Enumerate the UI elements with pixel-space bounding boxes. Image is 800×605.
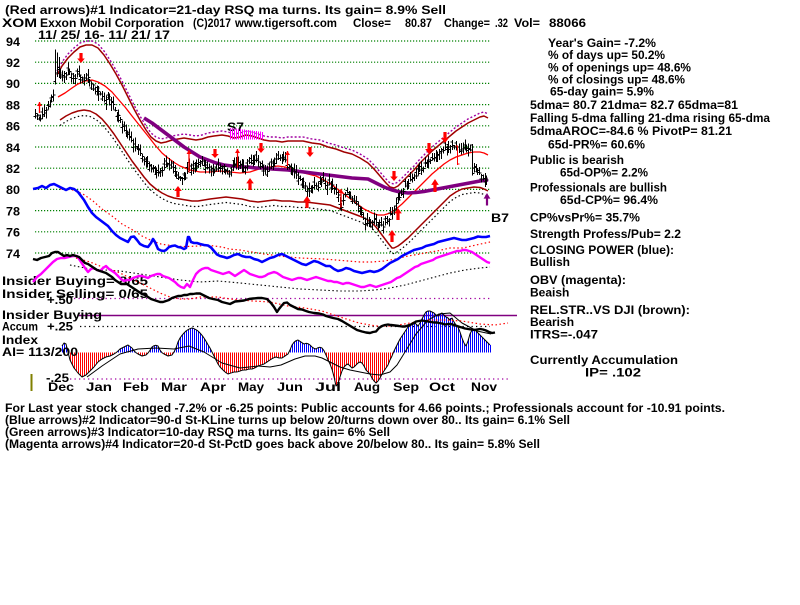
svg-text:Falling 5-dma falling 21-dma r: Falling 5-dma falling 21-dma rising 65-d… [530,111,770,125]
svg-text:Bearish: Bearish [530,315,574,329]
svg-text:OBV (magenta):: OBV (magenta): [530,273,626,287]
svg-text:90: 90 [6,77,20,91]
svg-text:+.25: +.25 [47,320,73,334]
svg-text:(C)2017: (C)2017 [193,16,231,30]
svg-text:94: 94 [6,35,20,49]
svg-text:Jun: Jun [277,380,303,394]
svg-text:5dma= 80.7 21dma= 82.7 65dma=8: 5dma= 80.7 21dma= 82.7 65dma=81 [530,98,738,112]
svg-text:% of openings up= 48.6%: % of openings up= 48.6% [548,61,691,75]
svg-text:(Red arrows)#1 Indicator=21-da: (Red arrows)#1 Indicator=21-day RSQ ma t… [5,3,446,17]
svg-text:% of days up= 50.2%: % of days up= 50.2% [548,48,665,62]
svg-text:Close=: Close= [353,16,391,30]
svg-text:Bullish: Bullish [530,255,570,269]
svg-text:% of closings up= 48.6%: % of closings up= 48.6% [548,73,685,87]
svg-text:80.87: 80.87 [405,16,432,30]
svg-text:65d-CP%= 96.4%: 65d-CP%= 96.4% [560,193,658,207]
svg-text:ITRS=-.047: ITRS=-.047 [530,328,598,342]
svg-text:5dmaAROC=-84.6 % PivotP= 81.2: 5dmaAROC=-84.6 % PivotP= 81.21 [530,124,732,138]
svg-text:88066: 88066 [549,16,586,30]
svg-text:Strength Profess/Pub= 2.2: Strength Profess/Pub= 2.2 [530,227,681,241]
svg-text:Year's Gain= -7.2%: Year's Gain= -7.2% [548,36,656,50]
svg-text:Change=: Change= [444,16,490,30]
svg-text:11/ 25/ 16- 11/ 21/ 17: 11/ 25/ 16- 11/ 21/ 17 [38,28,170,42]
svg-text:65d-PR%= 60.6%: 65d-PR%= 60.6% [548,138,645,152]
svg-text:+.50: +.50 [47,293,73,307]
svg-text:Sep: Sep [393,380,419,394]
svg-text:Beaish: Beaish [530,286,569,300]
svg-text:74: 74 [6,247,20,261]
svg-text:Professionals are bullish: Professionals are bullish [530,181,667,195]
svg-text:Mar: Mar [161,380,187,394]
svg-text:May: May [238,380,264,394]
svg-text:65d-OP%= 2.2%: 65d-OP%= 2.2% [560,166,648,180]
svg-text:CLOSING POWER (blue):: CLOSING POWER (blue): [530,243,674,257]
svg-text:www.tigersoft.com: www.tigersoft.com [234,16,337,30]
svg-text:For Last year stock changed -7: For Last year stock changed -7.2% or -6.… [5,401,725,415]
svg-text:Apr: Apr [200,380,226,394]
svg-text:(Green arrows)#3 Indicator=10-: (Green arrows)#3 Indicator=10-day RSQ ma… [5,425,390,439]
svg-text:Exxon Mobil Corporation: Exxon Mobil Corporation [40,16,184,30]
svg-text:XOM: XOM [2,16,37,30]
svg-text:Feb: Feb [123,380,149,394]
svg-text:Jan: Jan [86,380,112,394]
svg-text:CP%vsPr%= 35.7%: CP%vsPr%= 35.7% [530,211,640,225]
svg-text:78: 78 [6,204,20,218]
svg-text:Vol=: Vol= [514,16,540,30]
svg-text:B7: B7 [491,211,509,225]
svg-text:Index: Index [2,333,38,347]
svg-text:65-day gain= 5.9%: 65-day gain= 5.9% [550,85,654,99]
svg-text:76: 76 [6,226,20,240]
svg-text:82: 82 [6,162,20,176]
svg-text:Insider Buying: Insider Buying [2,308,102,322]
svg-text:Insider Selling= 0/65: Insider Selling= 0/65 [2,287,148,301]
svg-text:92: 92 [6,56,20,70]
svg-text:Nov: Nov [471,380,497,394]
svg-text:88: 88 [6,98,20,112]
svg-text:(Magenta arrows)#4 Indicator=2: (Magenta arrows)#4 Indicator=20-d St-Pct… [5,437,540,451]
svg-text:Public is bearish: Public is bearish [530,153,624,167]
svg-text:Accum: Accum [2,320,38,334]
svg-text:(Blue arrows)#2 Indicator=90-d: (Blue arrows)#2 Indicator=90-d St-KLine … [5,413,570,427]
svg-text:Dec: Dec [48,380,74,394]
svg-text:Oct: Oct [429,380,455,394]
svg-text:AI= 113/200: AI= 113/200 [2,345,78,359]
svg-text:REL.STR..VS DJI (brown):: REL.STR..VS DJI (brown): [530,303,690,317]
svg-text:IP= .102: IP= .102 [585,366,641,380]
svg-text:Aug: Aug [354,380,380,394]
svg-text:Jul: Jul [315,380,341,394]
svg-text:80: 80 [6,183,20,197]
svg-text:-.25: -.25 [46,371,69,385]
svg-text:Currently Accumulation: Currently Accumulation [530,353,678,367]
svg-text:84: 84 [6,141,20,155]
svg-text:86: 86 [6,120,20,134]
svg-text:.32: .32 [495,16,508,30]
